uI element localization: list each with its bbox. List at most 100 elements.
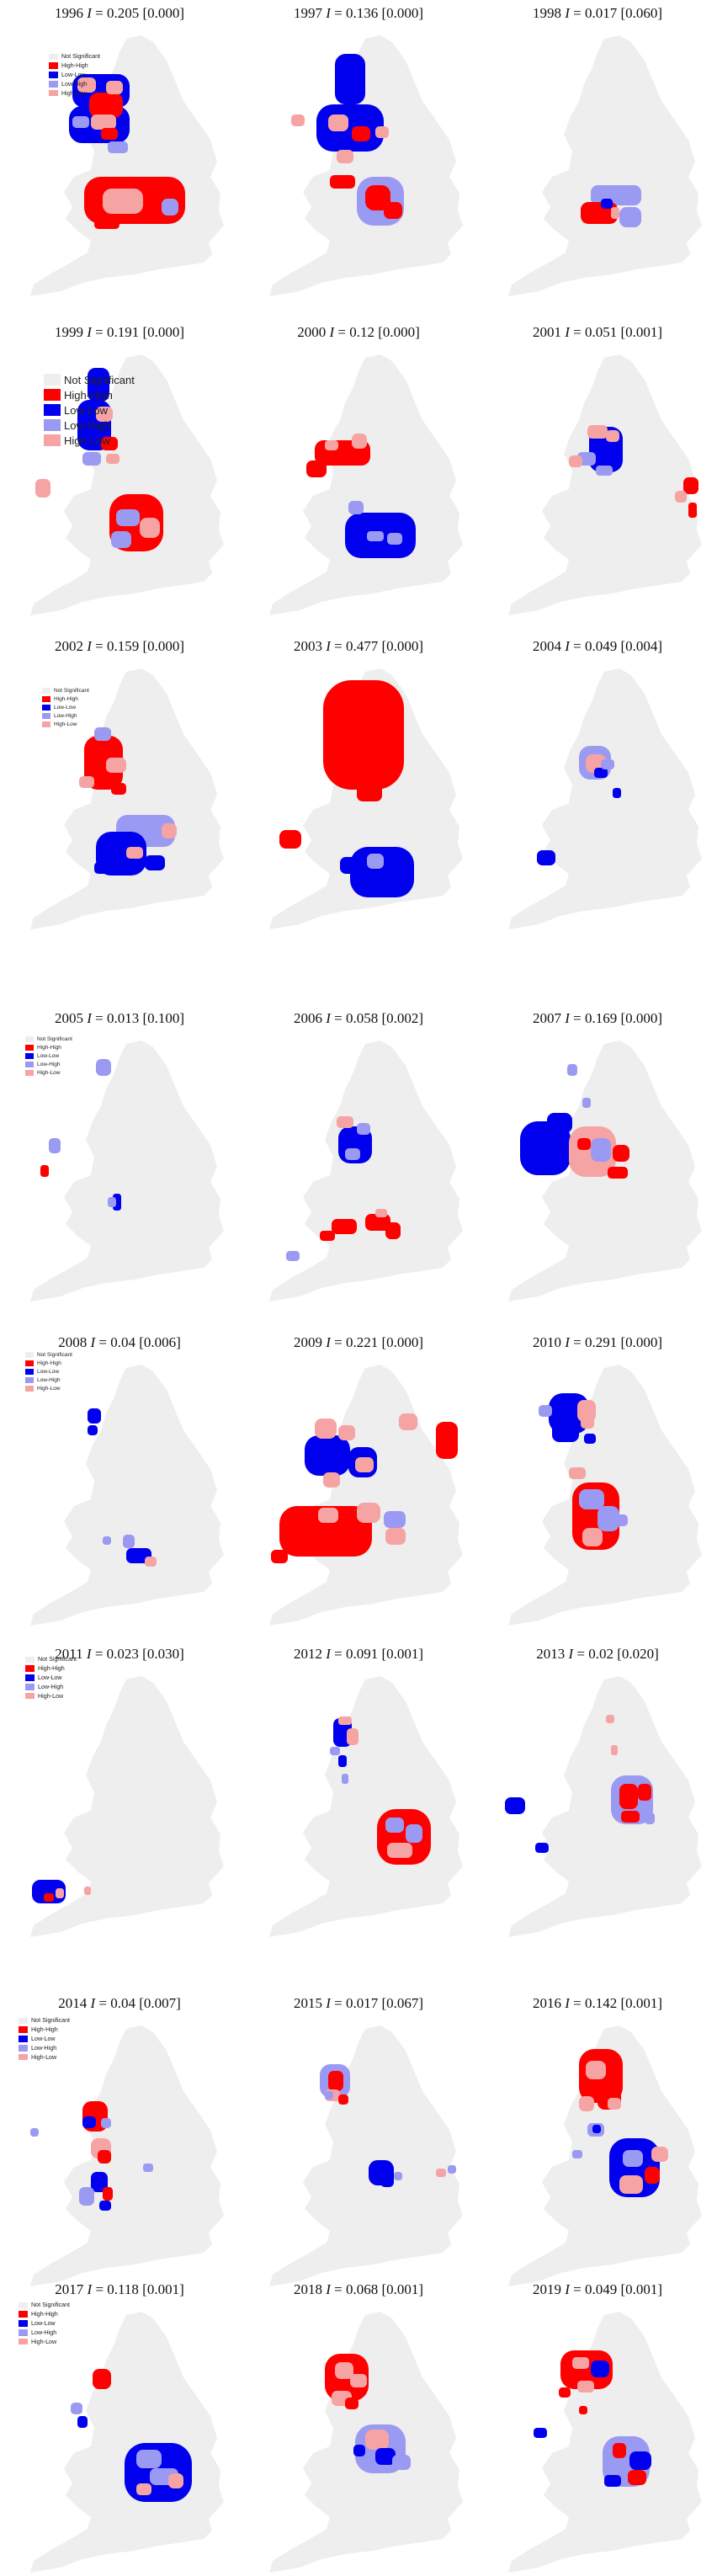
high-low-cluster [350,2374,367,2387]
panel-p-value: [0.001] [381,1646,424,1662]
legend-label: High-High [61,62,88,70]
low-high-cluster [103,1536,111,1545]
map-legend: Not Significant High-High Low-Low Low-High H… [42,686,89,728]
legend-swatch [44,389,61,401]
high-high-cluster [320,1231,335,1241]
england-wales-map [30,2025,224,2286]
panel-year: 2009 [293,1334,327,1350]
legend-swatch [25,1360,34,1366]
legend-item-low-high: Low-High [42,711,89,720]
low-high-cluster [367,531,384,541]
not-significant-area [508,2025,702,2286]
panel-stat-value: = 0.051 [569,324,621,340]
england-wales-map [30,354,224,615]
low-high-cluster [387,533,402,545]
england-wales-map [30,2312,224,2573]
legend-item-not-significant: Not Significant [49,52,100,61]
panel-year: 2005 [54,1010,88,1026]
high-high-cluster [101,128,118,140]
legend-item-low-low: Low-Low [25,1674,77,1683]
not-significant-area [508,354,702,615]
low-low-cluster [629,2451,651,2470]
legend-swatch [19,2311,28,2318]
legend-swatch [25,1665,35,1673]
high-high-cluster [84,736,123,790]
high-low-cluster [337,150,353,163]
not-significant-area [30,35,224,296]
panel-year: 2003 [293,638,327,654]
legend-label: Low-Low [61,71,86,78]
legend-label: Not Significant [37,1035,72,1042]
high-high-cluster [385,1222,401,1239]
panel-title: 2018 I = 0.068 [0.001] [239,2281,478,2298]
low-low-cluster [535,1843,549,1853]
high-low-cluster [569,1467,586,1479]
panel-year: 2008 [58,1334,91,1350]
panel-stat-label: I [87,1010,92,1026]
legend-label: Low-High [37,1376,61,1383]
legend-label: Not Significant [38,1656,77,1663]
panel-year: 1997 [293,5,327,21]
high-high-cluster [619,1784,638,1809]
legend-swatch [19,2338,28,2345]
legend-swatch [42,721,50,727]
legend-swatch [49,53,58,61]
legend-swatch [49,80,58,88]
legend-item-low-high: Low-High [25,1682,77,1691]
high-low-cluster [79,776,94,788]
high-high-cluster [688,503,697,518]
high-high-cluster [338,2094,348,2105]
legend-label: Not Significant [37,1351,72,1358]
panel-stat-label: I [565,638,570,654]
panel-stat-label: I [326,638,331,654]
high-low-cluster [375,126,389,138]
high-low-cluster [145,1557,157,1567]
legend-swatch [25,1368,34,1375]
low-high-cluster [286,1251,300,1261]
high-low-cluster [606,1715,614,1723]
legend-label: Low-Low [38,1674,62,1681]
legend-item-not-significant: Not Significant [42,686,89,695]
legend-item-high-high: High-High [19,2310,70,2319]
legend-item-not-significant: Not Significant [19,2016,70,2025]
legend-item-low-low: Low-Low [19,2319,70,2329]
low-low-cluster [353,2445,365,2456]
panel-p-value: [0.000] [620,1010,663,1026]
legend-swatch [19,2320,28,2327]
legend-item-high-high: High-High [19,2025,70,2035]
legend-swatch [25,1052,34,1059]
panel-title: 2016 I = 0.142 [0.001] [478,1995,717,2012]
england-wales-map [269,1041,463,1301]
high-high-cluster [628,2470,646,2485]
panel-stat-value: = 0.058 [330,1010,382,1026]
high-low-cluster [619,2175,643,2194]
legend-item-low-low: Low-Low [42,703,89,711]
panel-year: 2011 [55,1646,87,1662]
panel-p-value: [0.000] [620,1334,663,1350]
high-low-cluster [611,207,619,219]
panel-title: 2011 I = 0.023 [0.030] [0,1646,239,1663]
legend-item-not-significant: Not Significant [25,1035,72,1043]
high-low-cluster [355,1457,374,1472]
high-high-cluster [103,2187,113,2201]
low-high-cluster [101,2118,111,2128]
legend-label: High-Low [37,1069,61,1076]
england-wales-map [508,1365,702,1626]
low-high-cluster [406,1824,422,1843]
panel-year: 1998 [532,5,566,21]
low-low-cluster [505,1797,525,1814]
legend-swatch [19,2036,28,2042]
low-high-cluster [392,2455,411,2470]
legend-item-low-high: Low-High [19,2043,70,2052]
high-low-cluster [675,491,687,503]
high-high-cluster [365,1214,390,1231]
panel-stat-label: I [87,5,92,21]
high-low-cluster [347,1728,358,1745]
high-low-cluster [136,2483,151,2495]
high-low-cluster [106,758,126,773]
high-low-cluster [338,1716,352,1725]
legend-label: High-High [37,1360,61,1366]
low-high-cluster [49,1138,61,1153]
panel-title: 2001 I = 0.051 [0.001] [478,324,717,341]
